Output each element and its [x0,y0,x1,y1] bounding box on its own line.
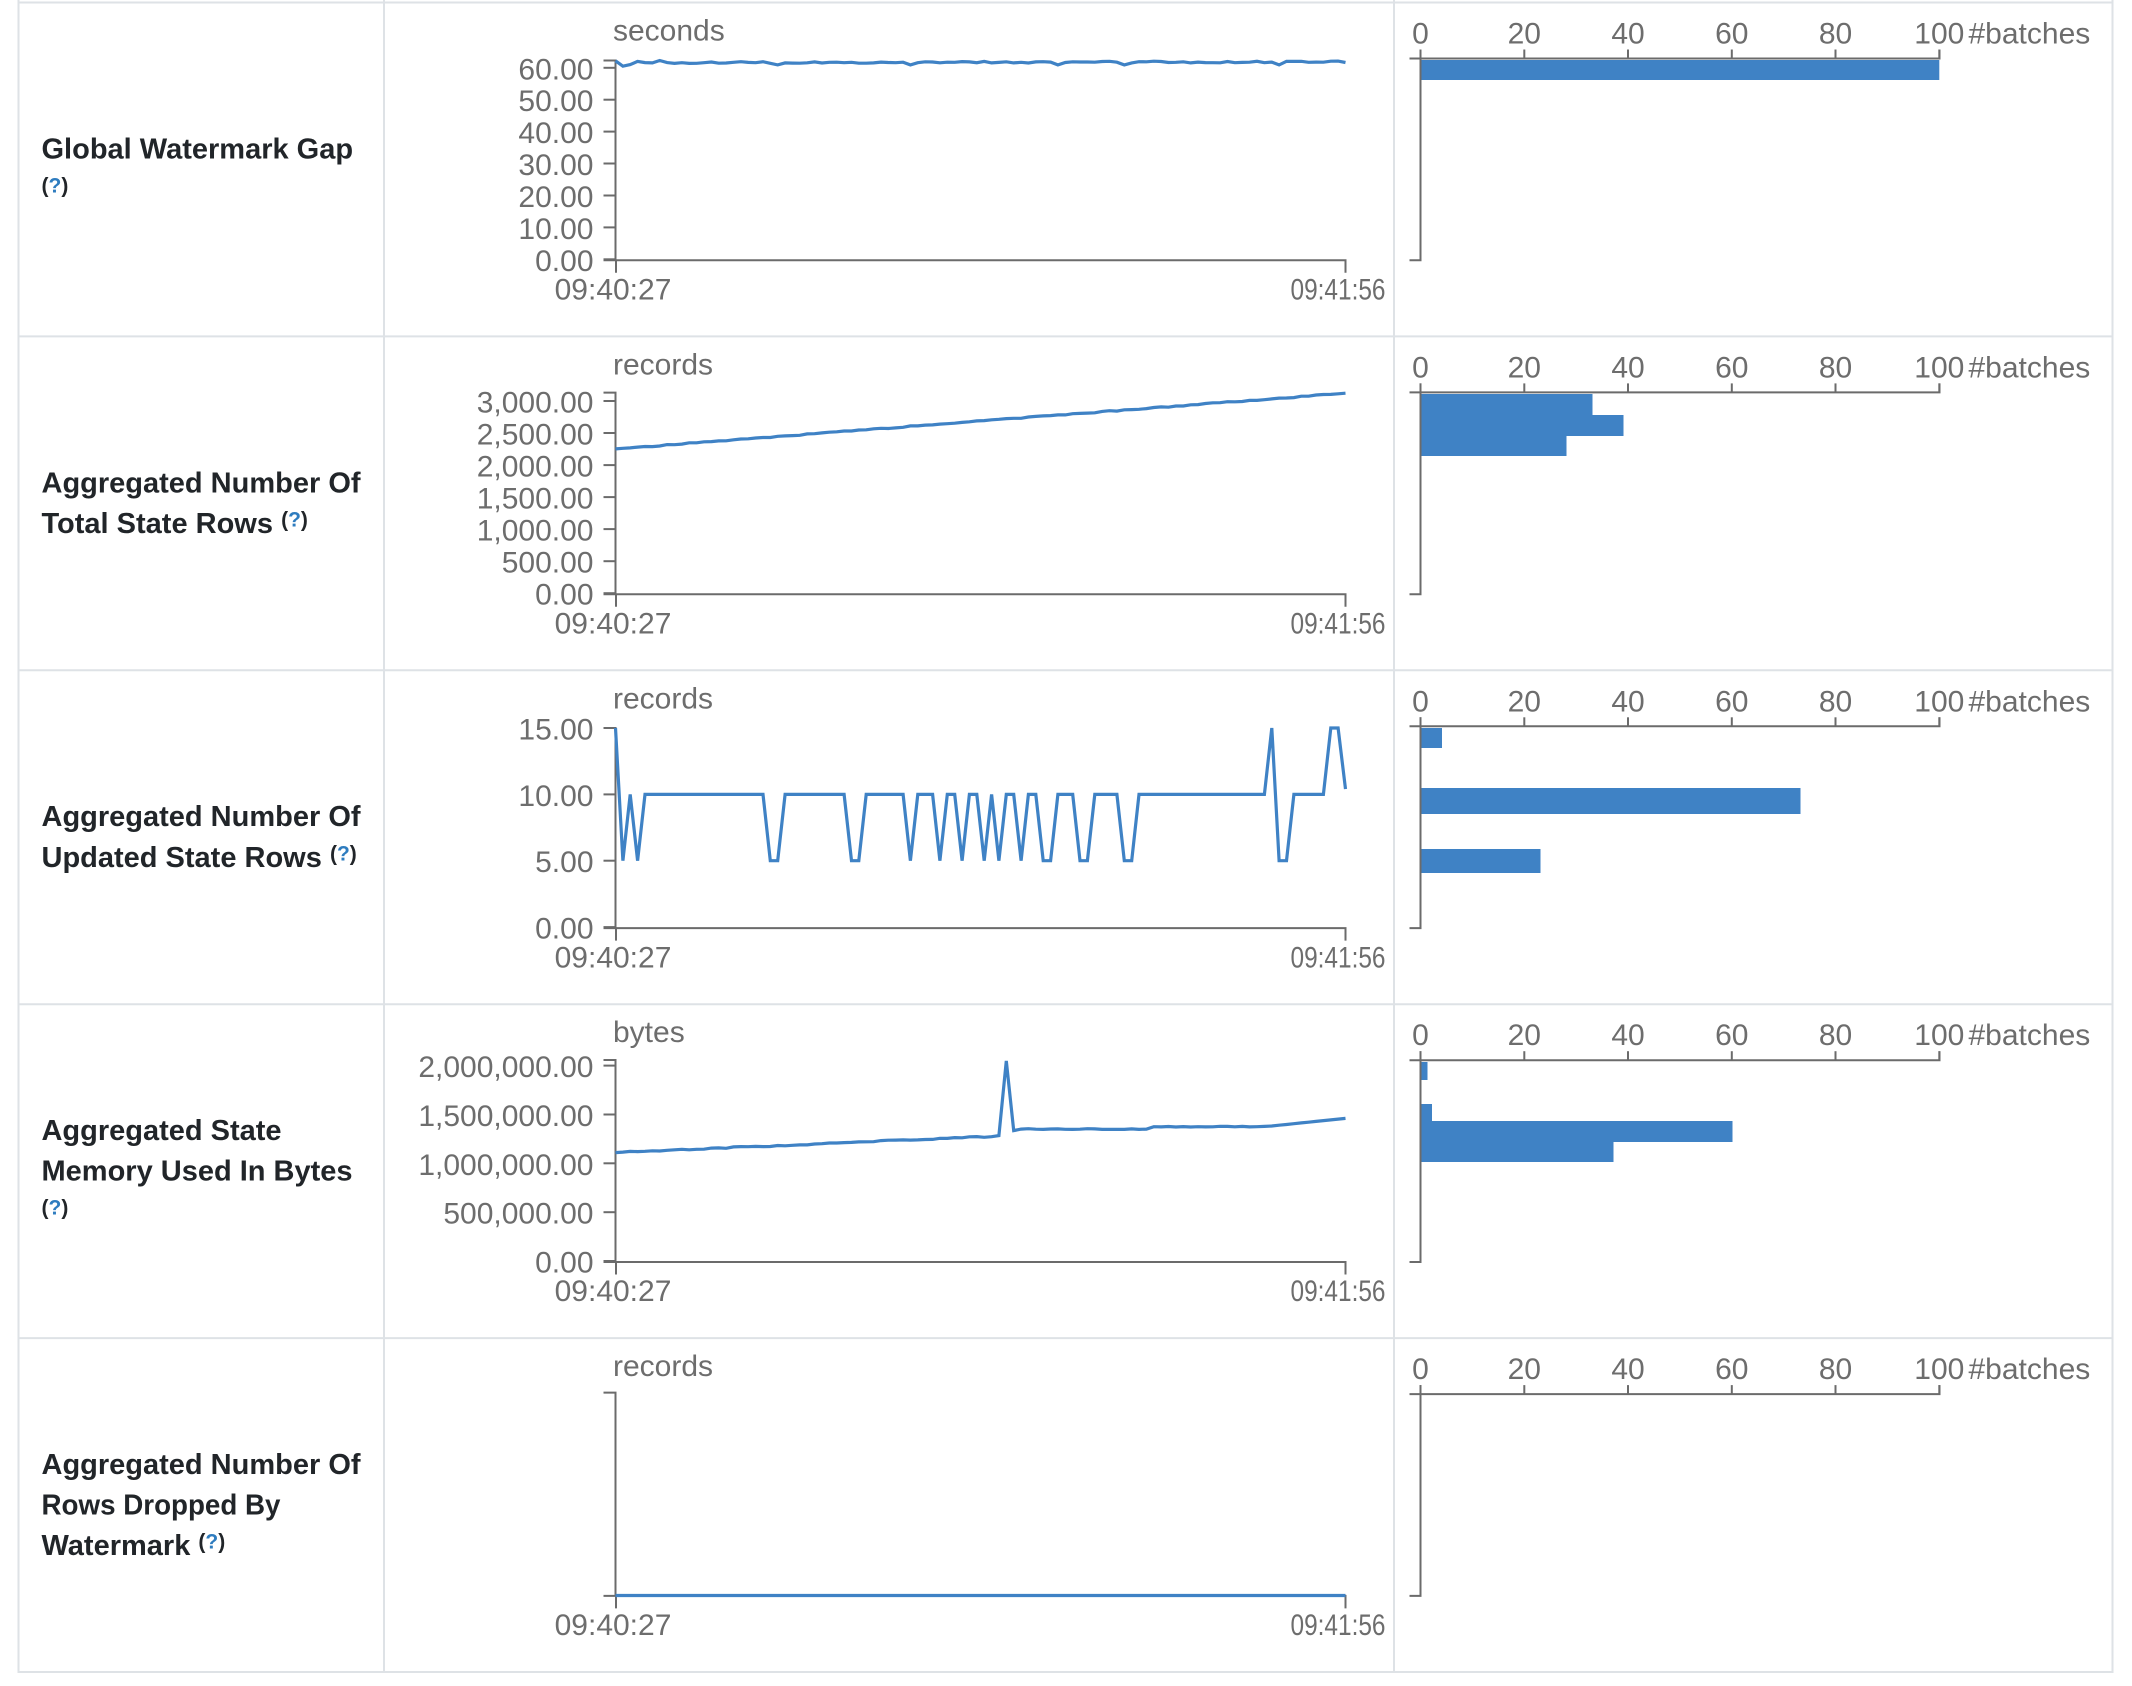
svg-text:#batches: #batches [1969,18,2091,51]
svg-text:#batches: #batches [1969,1019,2091,1052]
svg-text:80: 80 [1819,685,1852,718]
svg-text:40: 40 [1611,685,1644,718]
svg-text:records: records [613,1350,713,1383]
svg-text:100: 100 [1914,1353,1964,1386]
svg-text:20: 20 [1508,351,1541,384]
svg-text:20: 20 [1508,685,1541,718]
svg-text:seconds: seconds [613,15,725,48]
svg-text:40: 40 [1611,351,1644,384]
svg-text:#batches: #batches [1969,1353,2091,1386]
svg-text:80: 80 [1819,18,1852,51]
svg-text:40: 40 [1611,1019,1644,1052]
svg-text:bytes: bytes [613,1016,685,1049]
svg-text:60.00: 60.00 [518,53,593,86]
svg-text:5.00: 5.00 [535,846,593,879]
svg-text:80: 80 [1819,1019,1852,1052]
svg-text:Memory Used In Bytes: Memory Used In Bytes [42,1155,353,1187]
svg-text:09:41:56: 09:41:56 [1291,1275,1386,1308]
svg-text:09:41:56: 09:41:56 [1291,1609,1386,1642]
svg-text:50.00: 50.00 [518,85,593,118]
svg-text:1,000,000.00: 1,000,000.00 [418,1149,593,1182]
svg-text:10.00: 10.00 [518,780,593,813]
svg-text:2,000.00: 2,000.00 [477,451,594,484]
svg-text:Updated State Rows (?): Updated State Rows (?) [42,842,357,874]
svg-text:100: 100 [1914,351,1964,384]
svg-text:09:40:27: 09:40:27 [555,1609,672,1642]
svg-text:0: 0 [1412,351,1429,384]
svg-text:Aggregated Number Of: Aggregated Number Of [42,1449,361,1481]
svg-text:0.00: 0.00 [535,579,593,612]
svg-text:40: 40 [1611,1353,1644,1386]
svg-text:80: 80 [1819,351,1852,384]
svg-text:60: 60 [1715,18,1748,51]
svg-text:1,500.00: 1,500.00 [477,483,594,516]
svg-text:10.00: 10.00 [518,213,593,246]
svg-text:60: 60 [1715,351,1748,384]
svg-text:09:41:56: 09:41:56 [1291,607,1386,640]
svg-text:20.00: 20.00 [518,181,593,214]
svg-text:09:40:27: 09:40:27 [555,607,672,640]
svg-text:60: 60 [1715,685,1748,718]
svg-text:#batches: #batches [1969,351,2091,384]
svg-text:0: 0 [1412,685,1429,718]
svg-text:500,000.00: 500,000.00 [443,1198,593,1231]
svg-text:Aggregated State: Aggregated State [42,1115,282,1147]
svg-text:60: 60 [1715,1019,1748,1052]
svg-text:(?): (?) [42,1196,69,1219]
svg-text:09:40:27: 09:40:27 [555,1275,672,1308]
svg-text:Watermark (?): Watermark (?) [42,1530,226,1562]
svg-text:80: 80 [1819,1353,1852,1386]
svg-text:09:40:27: 09:40:27 [555,274,672,307]
svg-text:(?): (?) [42,174,69,197]
svg-text:0.00: 0.00 [535,913,593,946]
svg-text:100: 100 [1914,1019,1964,1052]
svg-text:records: records [613,348,713,381]
svg-text:09:41:56: 09:41:56 [1291,274,1386,307]
svg-text:0: 0 [1412,1353,1429,1386]
svg-text:100: 100 [1914,18,1964,51]
svg-text:Total State Rows (?): Total State Rows (?) [42,508,308,540]
svg-text:20: 20 [1508,18,1541,51]
svg-text:40.00: 40.00 [518,117,593,150]
svg-text:09:41:56: 09:41:56 [1291,941,1386,974]
svg-text:0: 0 [1412,18,1429,51]
svg-text:1,500,000.00: 1,500,000.00 [418,1100,593,1133]
svg-text:1,000.00: 1,000.00 [477,515,594,548]
svg-text:09:40:27: 09:40:27 [555,941,672,974]
svg-text:3,000.00: 3,000.00 [477,387,594,420]
svg-text:20: 20 [1508,1353,1541,1386]
svg-text:0: 0 [1412,1019,1429,1052]
svg-text:500.00: 500.00 [502,547,594,580]
svg-text:15.00: 15.00 [518,714,593,747]
svg-text:30.00: 30.00 [518,149,593,182]
svg-text:100: 100 [1914,685,1964,718]
svg-text:Aggregated Number Of: Aggregated Number Of [42,467,361,499]
svg-text:records: records [613,682,713,715]
svg-text:2,500.00: 2,500.00 [477,419,594,452]
svg-text:Aggregated Number Of: Aggregated Number Of [42,801,361,833]
svg-text:2,000,000.00: 2,000,000.00 [418,1051,593,1084]
svg-text:Global Watermark Gap: Global Watermark Gap [42,133,354,165]
svg-text:0.00: 0.00 [535,245,593,278]
svg-text:#batches: #batches [1969,685,2091,718]
svg-text:Rows Dropped By: Rows Dropped By [42,1489,281,1521]
svg-text:0.00: 0.00 [535,1247,593,1280]
svg-text:60: 60 [1715,1353,1748,1386]
svg-text:20: 20 [1508,1019,1541,1052]
svg-text:40: 40 [1611,18,1644,51]
